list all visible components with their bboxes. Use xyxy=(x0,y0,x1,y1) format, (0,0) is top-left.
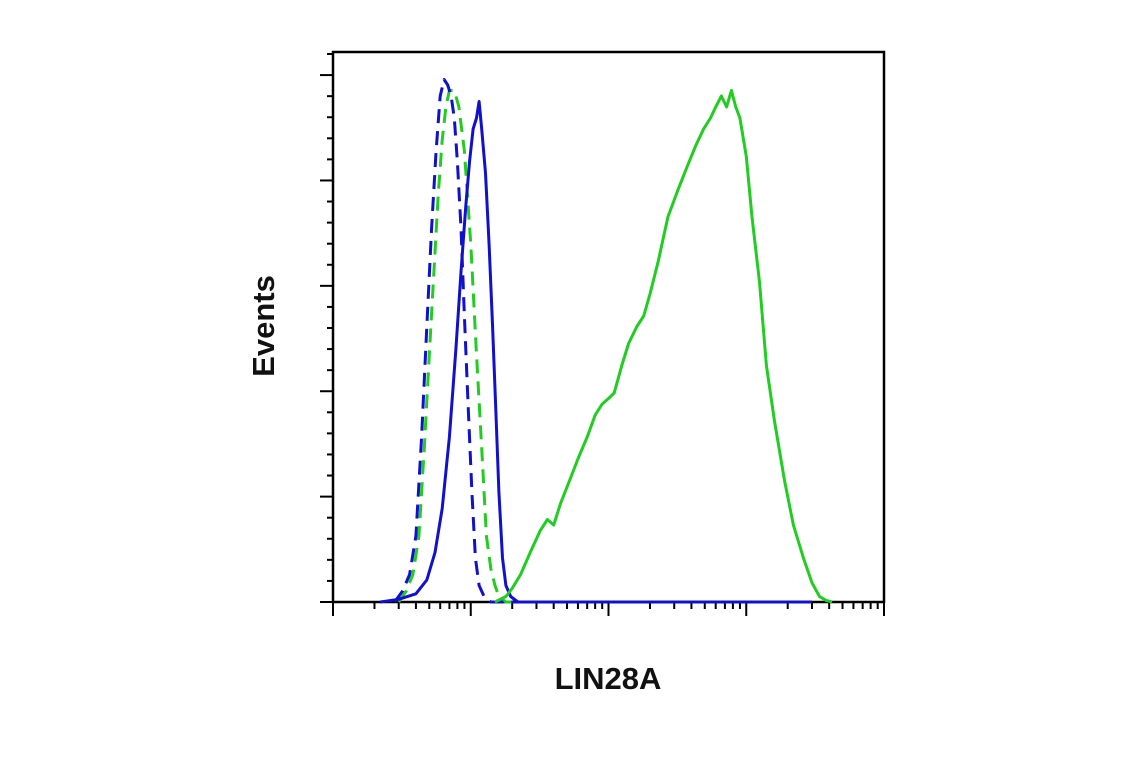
x-axis-title: LIN28A xyxy=(555,661,662,696)
histogram-curve-blue-solid xyxy=(379,100,812,604)
histogram-curve-blue-dashed xyxy=(393,78,812,604)
histogram-curve-green-solid xyxy=(494,89,833,604)
y-axis-ticks xyxy=(320,53,333,603)
y-axis-title: Events xyxy=(246,275,281,377)
plot-frame xyxy=(331,50,886,604)
plot-border xyxy=(331,50,886,604)
histogram-curves xyxy=(379,78,833,604)
histogram-curve-green-dashed xyxy=(397,89,812,604)
x-axis-ticks xyxy=(332,602,885,616)
